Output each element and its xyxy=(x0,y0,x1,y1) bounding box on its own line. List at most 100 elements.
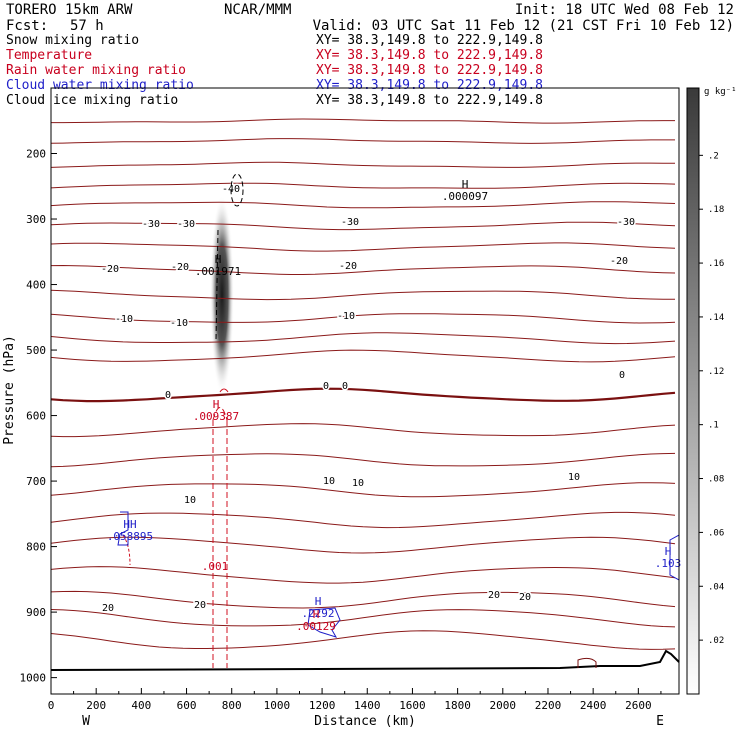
temperature-label: 0 xyxy=(323,381,329,392)
rain-column-contour xyxy=(212,407,228,668)
forecast-hours: 57 h xyxy=(70,18,104,34)
temperature-label: -30 xyxy=(142,219,160,230)
field-name: Cloud water mixing ratio xyxy=(6,78,194,93)
temperature-isotherm xyxy=(51,138,675,144)
x-axis-title: Distance (km) xyxy=(314,714,416,729)
terrain-line xyxy=(50,649,680,671)
temperature-label: 20 xyxy=(194,600,206,611)
colorbar-tick-label: .2 xyxy=(708,151,719,161)
colorbar-tick-label: .02 xyxy=(708,636,724,646)
x-tick-label: 400 xyxy=(131,699,151,712)
colorbar-tick-label: .16 xyxy=(708,259,724,269)
temperature-isotherm xyxy=(51,313,676,324)
y-tick-label: 600 xyxy=(26,410,46,423)
colorbar-tick-label: .04 xyxy=(708,582,724,592)
extremum-value: .000097 xyxy=(442,190,488,203)
snow-shading xyxy=(210,195,234,395)
colorbar-gradient xyxy=(686,87,700,695)
temperature-label: -20 xyxy=(339,261,357,272)
rain-contour-west xyxy=(122,534,131,566)
temperature-label: 0 xyxy=(619,370,625,381)
extremum-value: .001971 xyxy=(195,265,241,278)
colorbar-tick-label: .14 xyxy=(708,313,724,323)
temperature-label: 10 xyxy=(568,472,580,483)
x-tick-label: 1000 xyxy=(264,699,291,712)
y-axis-title: Pressure (hPa) xyxy=(2,335,17,445)
extremum-symbol: H xyxy=(313,608,320,621)
field-xy: XY= 38.3,149.8 to 222.9,149.8 xyxy=(316,78,543,93)
y-tick-label: 1000 xyxy=(20,672,47,685)
temperature-isotherm xyxy=(51,332,676,345)
temperature-label: 10 xyxy=(352,478,364,489)
x-tick-label: 1800 xyxy=(444,699,471,712)
extremum-value: .2292 xyxy=(301,607,334,620)
center-name: NCAR/MMM xyxy=(224,2,291,18)
colorbar-tick-label: .08 xyxy=(708,475,724,485)
temperature-isotherm xyxy=(51,609,676,628)
temperature-isotherm xyxy=(51,161,676,168)
temperature-label: -20 xyxy=(610,256,628,267)
temperature-isotherm xyxy=(51,289,675,301)
extremum-symbol: HH xyxy=(123,518,136,531)
x-tick-label: 1400 xyxy=(354,699,381,712)
y-tick-label: 700 xyxy=(26,475,46,488)
temperature-isotherm xyxy=(51,536,676,554)
temperature-label: 10 xyxy=(323,476,335,487)
plot-frame xyxy=(50,87,680,695)
extremum-symbol: H xyxy=(213,398,220,411)
x-tick-label: 0 xyxy=(48,699,55,712)
temperature-isotherm xyxy=(51,182,676,189)
temperature-isotherm xyxy=(51,349,676,363)
colorbar-tick-label: .12 xyxy=(708,367,724,377)
colorbar: g kg⁻¹ .02 .04 .06 .08 .1 .12 .14 .16 .18 .2 xyxy=(686,87,737,695)
y-tick-label: 900 xyxy=(26,606,46,619)
temperature-isotherm xyxy=(51,590,676,609)
colorbar-tick-label: .06 xyxy=(708,528,724,538)
x-tick-label: 1600 xyxy=(399,699,426,712)
west-label: W xyxy=(82,714,90,729)
y-tick-label: 500 xyxy=(26,344,46,357)
field-name: Snow mixing ratio xyxy=(6,33,139,48)
temperature-label: -10 xyxy=(337,311,355,322)
cloud-water-contour-mid xyxy=(307,607,341,638)
temperature-isotherm xyxy=(51,630,676,650)
extremum-value: .103 xyxy=(655,557,682,570)
temperature-label: -20 xyxy=(101,264,119,275)
ice-contours xyxy=(215,173,244,341)
y-tick-label: 400 xyxy=(26,279,46,292)
temperature-label: -10 xyxy=(115,314,133,325)
field-xy: XY= 38.3,149.8 to 222.9,149.8 xyxy=(316,63,543,78)
temperature-label: 20 xyxy=(488,590,500,601)
extremum-value: .00129 xyxy=(296,620,336,633)
ice-contour-top xyxy=(230,173,244,207)
temperature-isotherm xyxy=(51,423,676,438)
extremum-value: .009387 xyxy=(193,410,239,423)
cloud-water-contour-east xyxy=(669,534,679,581)
extremum-symbol: H xyxy=(315,595,322,608)
temperature-isotherm xyxy=(51,118,675,124)
snow-plume xyxy=(210,195,234,395)
model-name: TORERO 15km ARW xyxy=(6,2,133,18)
temperature-label: 20 xyxy=(519,592,531,603)
temperature-label: -10 xyxy=(170,318,188,329)
init-time: Init: 18 UTC Wed 08 Feb 12 xyxy=(515,2,734,18)
x-tick-label: 2600 xyxy=(625,699,652,712)
x-tick-label: 200 xyxy=(86,699,106,712)
temperature-label: 0 xyxy=(165,390,171,401)
temperature-label: 20 xyxy=(102,603,114,614)
terrain-contour xyxy=(577,657,597,668)
y-tick-label: 200 xyxy=(26,148,46,161)
rain-water-contours xyxy=(122,388,229,668)
colorbar-tick-label: .18 xyxy=(708,205,724,215)
temperature-label: -20 xyxy=(171,262,189,273)
extremum-value: .001 xyxy=(202,560,229,573)
x-tick-label: 2000 xyxy=(490,699,517,712)
field-list: Snow mixing ratio XY= 38.3,149.8 to 222.9… xyxy=(6,33,543,108)
colorbar-unit: g kg⁻¹ xyxy=(704,87,737,97)
x-tick-label: 800 xyxy=(222,699,242,712)
temperature-isotherm xyxy=(51,511,676,529)
temperature-label: 10 xyxy=(184,495,196,506)
x-tick-label: 2400 xyxy=(580,699,607,712)
